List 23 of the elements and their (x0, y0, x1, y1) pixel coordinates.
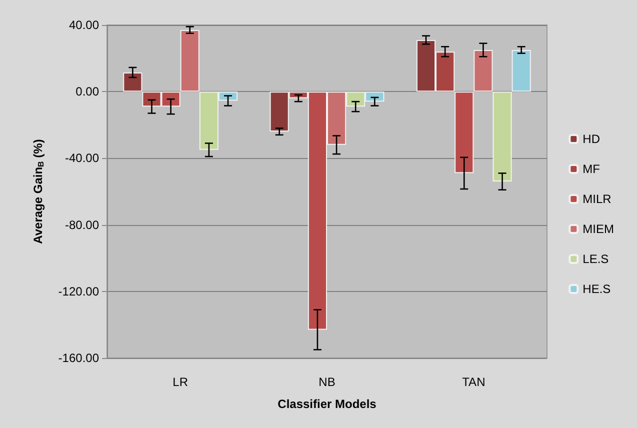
bar (512, 50, 531, 92)
y-tick-label: -160.00 (58, 351, 100, 365)
y-tick-label: -40.00 (64, 151, 100, 166)
x-tick-label: NB (318, 375, 336, 389)
y-tick-label: 0.00 (76, 84, 100, 99)
legend-label: MILR (582, 192, 612, 206)
legend-label: LE.S (582, 252, 609, 266)
bar (474, 50, 493, 92)
legend-label: HE.S (582, 282, 611, 296)
bar (180, 30, 200, 92)
x-tick-label: LR (172, 375, 188, 389)
y-tick-label: 40.00 (68, 18, 100, 32)
y-axis-title: Average GainB (%) (31, 139, 46, 244)
legend-label: MIEM (582, 222, 614, 236)
bar (123, 72, 142, 92)
legend-label: HD (582, 132, 600, 146)
bar (454, 92, 474, 174)
x-axis-title: Classifier Models (278, 397, 377, 411)
x-tick-label: TAN (462, 375, 486, 389)
y-tick-label: -80.00 (64, 218, 100, 232)
y-tick-label: -120.00 (58, 284, 100, 298)
bar (492, 92, 512, 182)
legend-label: MF (582, 162, 600, 176)
